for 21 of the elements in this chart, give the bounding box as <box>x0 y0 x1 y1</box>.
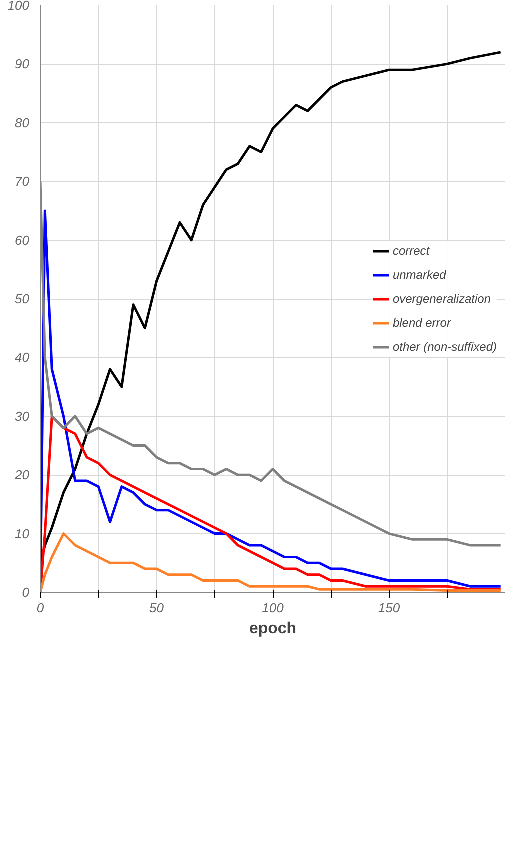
legend-label: unmarked <box>392 268 446 282</box>
y-tick-label: 10 <box>15 526 30 542</box>
y-tick-label: 60 <box>15 232 30 248</box>
y-tick-label: 30 <box>15 408 30 424</box>
y-tick-label: 20 <box>14 468 30 483</box>
y-tick-label: 100 <box>8 0 30 13</box>
x-tick-label: 50 <box>150 600 165 616</box>
legend-label: blend error <box>392 316 451 330</box>
y-tick-label: 70 <box>15 174 30 190</box>
legend-label: correct <box>392 244 430 258</box>
x-tick-label: 100 <box>262 600 285 616</box>
legend-label: overgeneralization <box>392 292 491 306</box>
y-tick-label: 0 <box>22 585 30 600</box>
y-tick-label: 80 <box>15 115 30 130</box>
x-tick-label: 150 <box>378 600 401 616</box>
x-tick-label: 0 <box>36 600 45 616</box>
y-tick-label: 90 <box>15 56 30 72</box>
legend-label: other (non-suffixed) <box>392 340 497 354</box>
y-tick-label: 40 <box>15 350 30 366</box>
x-axis-title: epoch <box>249 620 297 638</box>
y-tick-label: 50 <box>15 292 30 306</box>
